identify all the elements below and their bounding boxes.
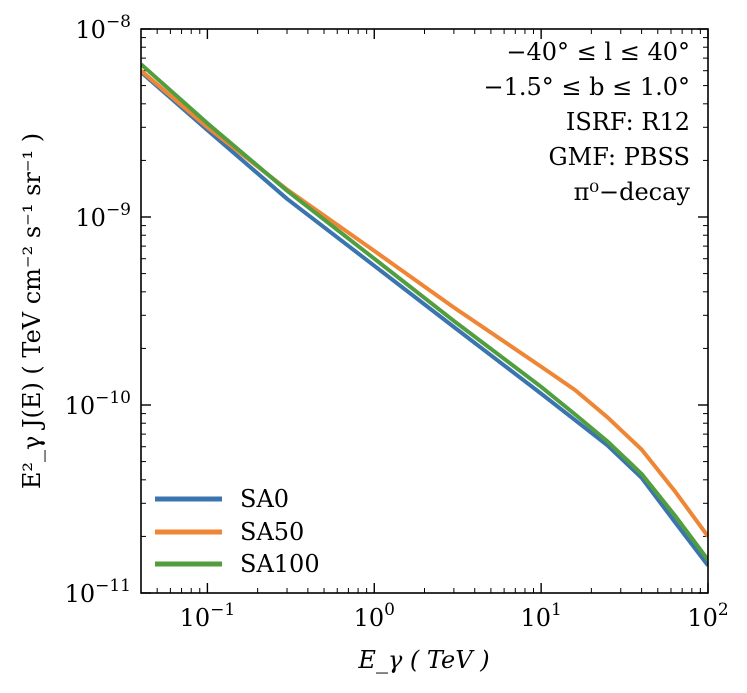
series-line-sa0 (141, 70, 708, 567)
annotation-gmf: GMF: PBSS (548, 143, 690, 171)
legend-label-sa0: SA0 (240, 485, 289, 513)
plot-frame (140, 28, 709, 594)
annotation-l-range: −40° ≤ l ≤ 40° (506, 38, 690, 66)
series-line-sa100 (141, 62, 708, 562)
legend-label-sa50: SA50 (240, 518, 304, 546)
y-tick-label: 10−10 (65, 388, 131, 420)
x-tick-label: 100 (354, 600, 395, 632)
y-tick-label: 10−9 (75, 200, 131, 232)
minor-ticks (140, 29, 708, 593)
legend: SA0 SA50 SA100 (155, 485, 320, 578)
y-axis-label: E²_γ J(E) ( TeV cm⁻² s⁻¹ sr⁻¹ ) (18, 133, 46, 489)
annotation-b-range: −1.5° ≤ b ≤ 1.0° (483, 73, 690, 101)
x-axis-label: E_γ ( TeV ) (357, 646, 489, 674)
series-lines (141, 62, 708, 567)
legend-label-sa100: SA100 (240, 550, 320, 578)
x-tick-label: 102 (687, 600, 728, 632)
annotation-isrf: ISRF: R12 (566, 108, 690, 136)
annotations: −40° ≤ l ≤ 40° −1.5° ≤ b ≤ 1.0° ISRF: R1… (483, 38, 690, 206)
x-tick-label: 101 (520, 600, 561, 632)
tick-labels: 10−1 100 101 102 10−11 10−10 10−9 10−8 (65, 12, 729, 632)
annotation-process: π⁰−decay (574, 178, 691, 206)
x-tick-label: 10−1 (180, 600, 236, 632)
y-tick-label: 10−8 (75, 12, 131, 44)
y-tick-label: 10−11 (65, 576, 131, 608)
